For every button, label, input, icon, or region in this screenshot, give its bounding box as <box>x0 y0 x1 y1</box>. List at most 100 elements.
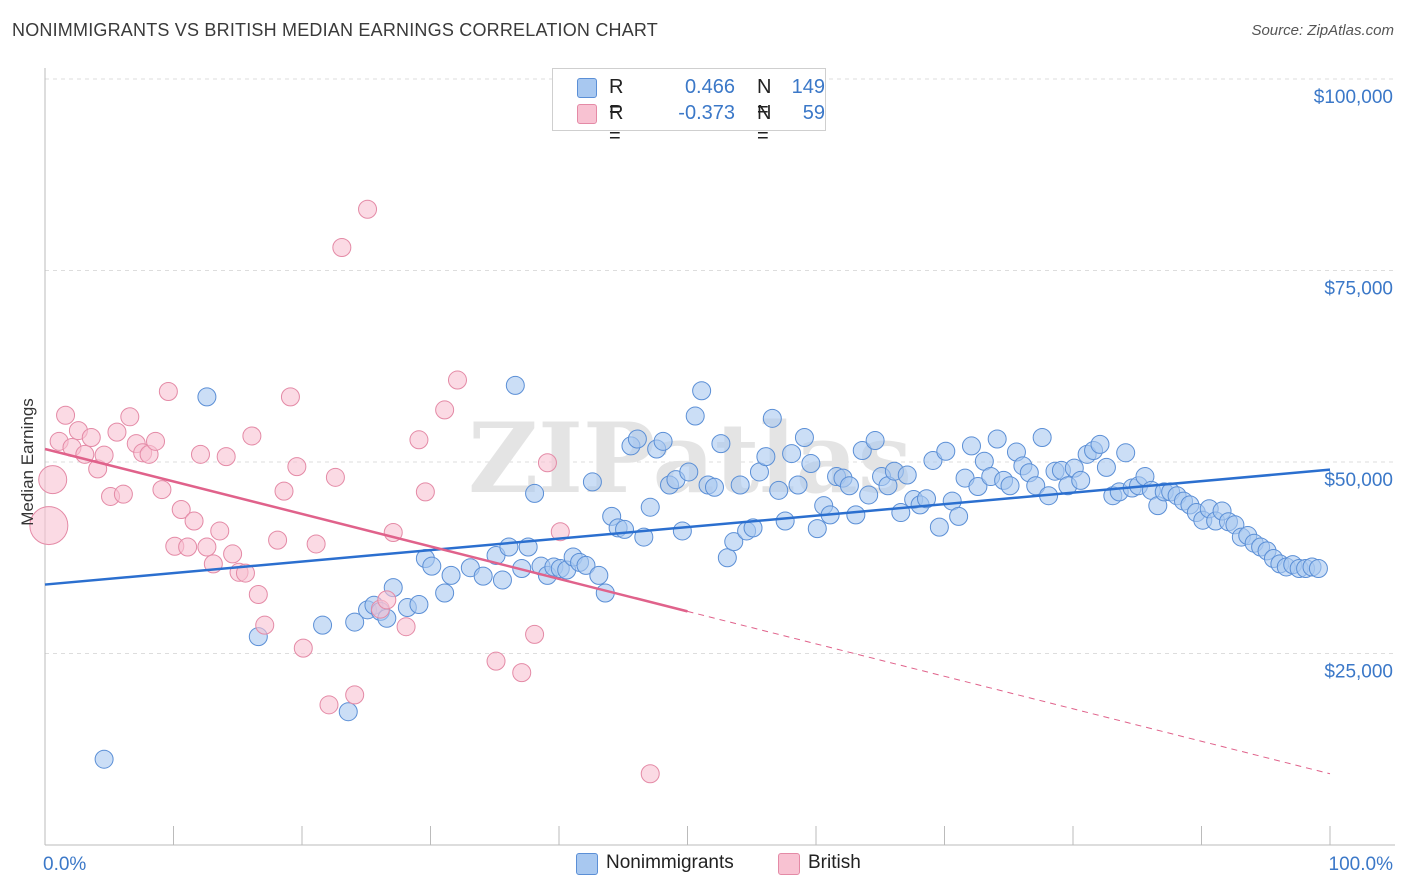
n-label: N = <box>757 102 772 147</box>
r-label: R = <box>609 76 624 121</box>
british-point <box>486 651 506 671</box>
british-trend-line <box>44 447 688 613</box>
british-point <box>146 431 166 451</box>
r-value: 0.466 <box>684 76 735 98</box>
nonimmigrants-point <box>801 454 821 474</box>
trend-lines <box>44 447 1331 775</box>
nonimmigrants-point <box>473 566 493 586</box>
correlation-legend: R = 0.466 N = 149 R = -0.373 N = 59 <box>552 68 826 147</box>
nonimmigrants-point <box>1000 476 1020 496</box>
british-point <box>268 530 288 550</box>
nonimmigrants-point <box>794 427 814 447</box>
nonimmigrants-point <box>936 441 956 461</box>
nonimmigrants-point <box>775 511 795 531</box>
nonimmigrants-point <box>743 518 763 538</box>
nonimmigrants-point <box>692 381 712 401</box>
nonimmigrants-point <box>313 615 333 635</box>
nonimmigrants-point <box>917 489 937 509</box>
n-value: 149 <box>791 76 825 98</box>
british-point <box>81 427 101 447</box>
nonimmigrants-point <box>859 485 879 505</box>
legend-swatch-blue <box>577 78 597 98</box>
british-point <box>447 370 467 390</box>
nonimmigrants-point <box>589 565 609 585</box>
nonimmigrants-point <box>197 387 217 407</box>
nonimmigrants-point <box>839 476 859 496</box>
nonimmigrants-point <box>672 521 692 541</box>
british-point <box>223 544 243 564</box>
nonimmigrants-point <box>94 749 114 769</box>
nonimmigrants-point <box>441 565 461 585</box>
nonimmigrants-point <box>338 702 358 722</box>
british-point <box>409 430 429 450</box>
british-point <box>235 563 255 583</box>
british-point <box>178 537 198 557</box>
nonimmigrants-point <box>685 406 705 426</box>
legend-swatch-pink <box>778 853 800 875</box>
nonimmigrants-point <box>615 519 635 539</box>
nonimmigrants-point <box>422 556 442 576</box>
source-label: Source: ZipAtlas.com <box>1251 22 1394 39</box>
british-point <box>242 426 262 446</box>
british-point <box>152 480 172 500</box>
nonimmigrants-point <box>769 480 789 500</box>
british-point <box>435 400 455 420</box>
british-point <box>56 405 76 425</box>
r-label: R = <box>609 102 624 147</box>
nonimmigrants-point <box>929 517 949 537</box>
british-point <box>396 617 416 637</box>
nonimmigrants-point <box>846 505 866 525</box>
british-point <box>158 382 178 402</box>
british-point <box>325 467 345 487</box>
nonimmigrants-point <box>1090 434 1110 454</box>
british-point <box>293 638 313 658</box>
british-point <box>107 422 127 442</box>
nonimmigrants-point <box>949 506 969 526</box>
british-point <box>319 695 339 715</box>
y-tick-label: $75,000 <box>1324 279 1393 300</box>
legend-label: Nonimmigrants <box>606 852 734 873</box>
british-point <box>377 590 397 610</box>
nonimmigrants-point <box>345 612 365 632</box>
nonimmigrants-point <box>1308 558 1328 578</box>
nonimmigrants-point <box>756 447 776 467</box>
nonimmigrants-point <box>961 436 981 456</box>
nonimmigrants-point <box>525 483 545 503</box>
british-point <box>345 685 365 705</box>
british-point <box>197 537 217 557</box>
y-tick-label: $100,000 <box>1314 87 1393 108</box>
y-tick-label: $50,000 <box>1324 470 1393 491</box>
british-point <box>550 522 570 542</box>
nonimmigrants-point <box>968 477 988 497</box>
nonimmigrants-point <box>679 462 699 482</box>
nonimmigrants-point <box>576 555 596 575</box>
tick-labels: $25,000 $50,000 $75,000 $100,000 0.0% 100.0% M… <box>18 87 1393 875</box>
n-value: 59 <box>802 102 825 124</box>
nonimmigrants-point <box>717 548 737 568</box>
nonimmigrants-trend-line <box>44 468 1331 586</box>
british-point <box>210 521 230 541</box>
nonimmigrants-point <box>505 375 525 395</box>
legend-label: British <box>808 852 861 873</box>
nonimmigrants-point <box>1116 443 1136 463</box>
british-point <box>190 444 210 464</box>
british-point <box>525 624 545 644</box>
nonimmigrants-point <box>762 408 782 428</box>
nonimmigrants-point <box>987 429 1007 449</box>
nonimmigrants-point <box>1032 427 1052 447</box>
nonimmigrants-point <box>627 429 647 449</box>
british-point <box>184 511 204 531</box>
nonimmigrants-point <box>724 532 744 552</box>
legend-swatch-pink <box>577 104 597 124</box>
axes <box>44 68 1395 846</box>
nonimmigrants-point <box>788 475 808 495</box>
british-point <box>113 484 133 504</box>
nonimmigrants-point <box>711 434 731 454</box>
british-point <box>171 499 191 519</box>
nonimmigrants-point <box>409 594 429 614</box>
nonimmigrants-point <box>1071 470 1091 490</box>
nonimmigrants-point <box>807 519 827 539</box>
british-point <box>274 481 294 501</box>
british-trend-extension <box>687 610 1331 775</box>
